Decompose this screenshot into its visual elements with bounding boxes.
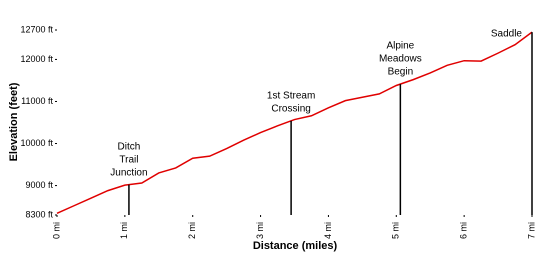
- x-axis-label: Distance (miles): [253, 240, 338, 252]
- y-axis-label: Elevation (feet): [8, 82, 20, 161]
- x-tick-label: 5 mi: [391, 222, 401, 239]
- x-tick-label: 7 mi: [526, 222, 536, 239]
- x-tick-label: 2 mi: [187, 222, 197, 239]
- y-tick-label: 12000 ft: [20, 54, 53, 64]
- x-tick-label: 6 mi: [459, 222, 469, 239]
- annotation-label: Meadows: [379, 54, 422, 65]
- y-tick-label: 9000 ft: [25, 180, 53, 190]
- y-tick-label: 11000 ft: [21, 96, 53, 106]
- elevation-line: [56, 31, 533, 215]
- annotation-label: Begin: [388, 67, 414, 78]
- y-tick-label: 8300 ft: [25, 209, 53, 219]
- x-tick-label: 3 mi: [255, 222, 265, 239]
- x-tick-label: 0 mi: [51, 222, 61, 239]
- annotation-label: Junction: [110, 167, 147, 178]
- y-tick-label: 12700 ft: [20, 24, 53, 34]
- annotation-label: Alpine: [386, 41, 414, 52]
- annotation-label: Ditch: [118, 141, 141, 152]
- x-tick-label: 1 mi: [119, 222, 129, 239]
- x-tick-label: 4 mi: [323, 222, 333, 239]
- annotation-label: Saddle: [491, 29, 523, 40]
- y-tick-label: 10000 ft: [20, 138, 53, 148]
- annotation-label: Trail: [119, 154, 138, 165]
- annotation-label: 1st Stream: [267, 90, 315, 101]
- annotation-label: Crossing: [271, 103, 310, 114]
